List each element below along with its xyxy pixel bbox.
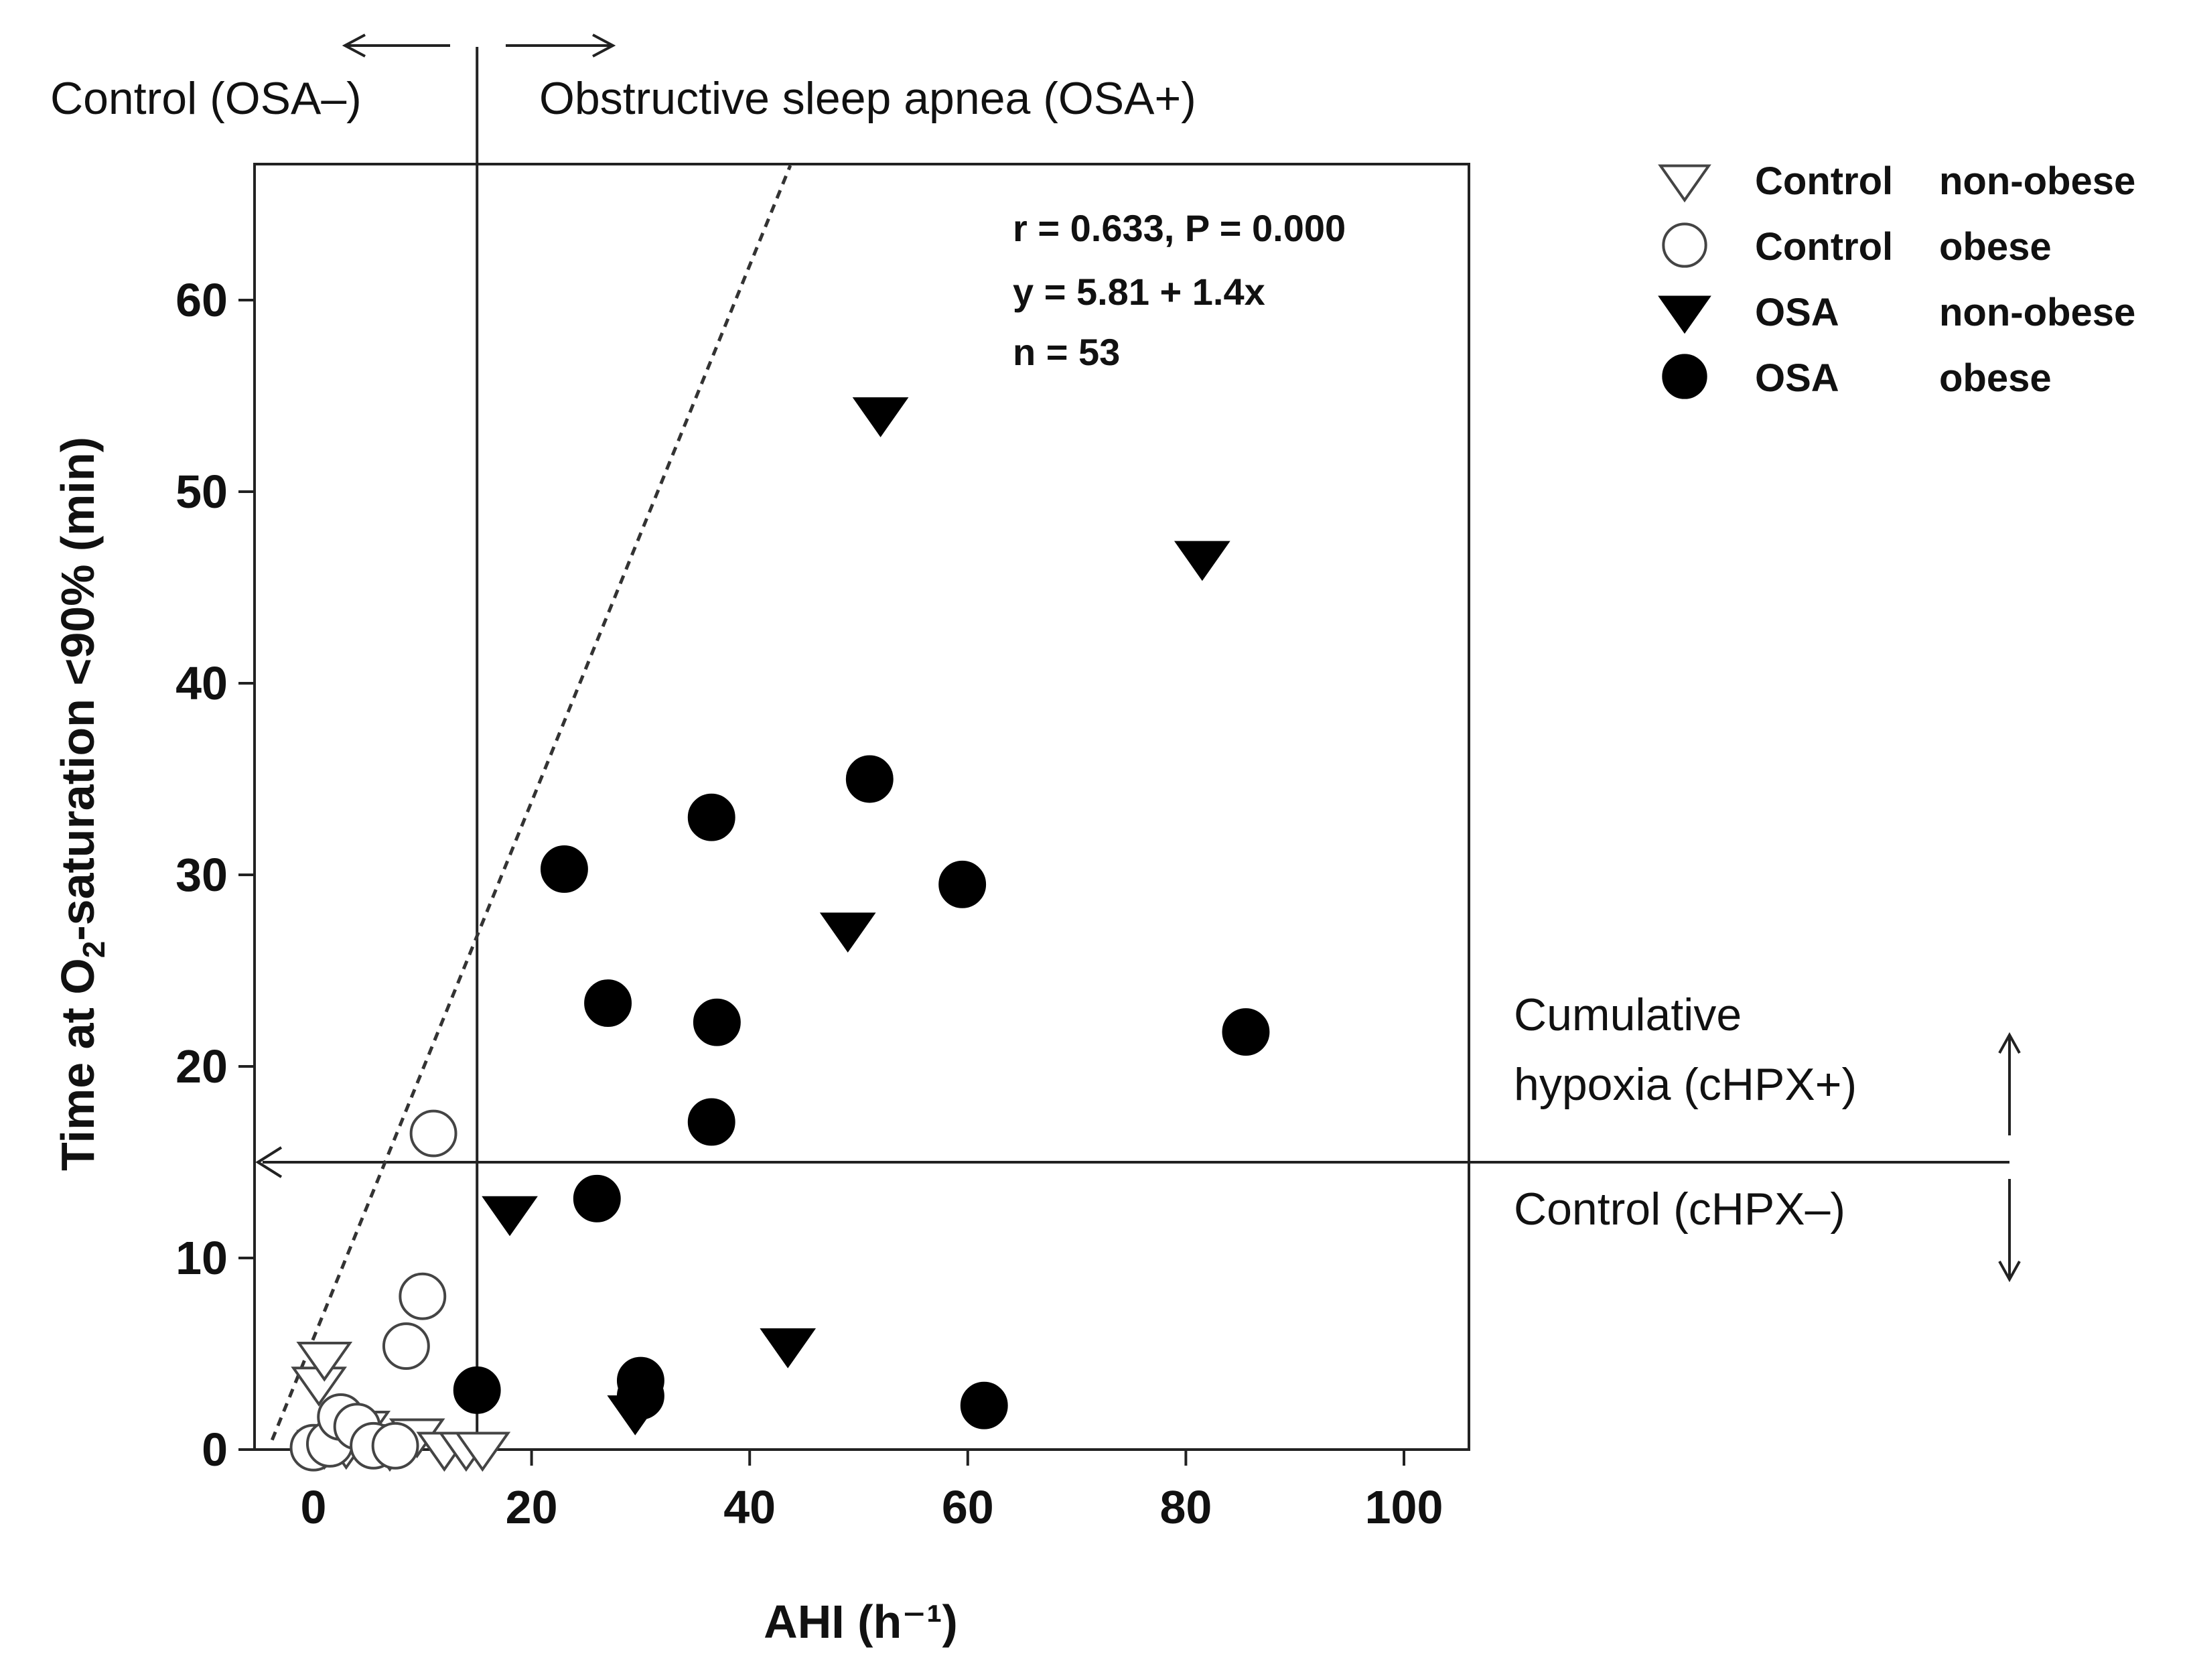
arrow-right-head: [592, 33, 616, 58]
point-osa-obese: [693, 998, 741, 1046]
legend-group-osa-obese: OSA: [1755, 356, 1839, 400]
y-tick-label: 30: [175, 849, 228, 901]
legend-group-osa-non-obese: OSA: [1755, 291, 1839, 334]
point-control-obese: [371, 1421, 419, 1470]
arrow-down-head: [1998, 1261, 2021, 1283]
plot-frame: [253, 163, 1470, 1451]
point-control-obese: [399, 1272, 447, 1320]
point-osa-obese: [573, 1174, 621, 1222]
point-osa-obese: [845, 755, 894, 803]
y-tick-label: 0: [202, 1423, 228, 1476]
legend-marker-osa-non-obese: [1658, 295, 1711, 334]
point-osa-obese: [1222, 1008, 1270, 1056]
y-tick-label: 50: [175, 466, 228, 518]
data-points: [289, 397, 1270, 1472]
point-osa-non-obese: [482, 1196, 538, 1237]
point-osa-obese: [541, 845, 588, 893]
legend-group-control-non-obese: Control: [1755, 159, 1893, 203]
x-tick-label: 100: [1365, 1481, 1443, 1533]
y-tick-label: 60: [175, 274, 228, 326]
region-label-upper-2: hypoxia (cHPX+): [1514, 1059, 1857, 1110]
y-tick-label: 10: [175, 1232, 228, 1284]
x-axis-label: AHI (h⁻¹): [764, 1596, 958, 1648]
stats-line-2: y = 5.81 + 1.4x: [1013, 271, 1265, 313]
point-osa-obese: [687, 793, 735, 841]
point-osa-obese: [616, 1356, 664, 1405]
y-tick-label: 40: [175, 657, 228, 709]
point-control-obese: [382, 1322, 430, 1371]
point-osa-non-obese: [852, 397, 909, 437]
stats-line-3: n = 53: [1013, 331, 1120, 373]
threshold-guides: [255, 33, 2021, 1450]
y-tick-label: 20: [175, 1040, 228, 1093]
x-tick-label: 20: [506, 1481, 558, 1533]
point-osa-obese: [960, 1381, 1008, 1429]
arrow-left-head: [342, 33, 366, 58]
left-arrowhead: [255, 1146, 283, 1178]
legend-marker-control-obese: [1662, 222, 1707, 268]
region-label-upper-1: Cumulative: [1514, 989, 1742, 1040]
region-label-right: Obstructive sleep apnea (OSA+): [539, 73, 1196, 124]
point-osa-non-obese: [760, 1328, 817, 1369]
point-control-non-obese: [454, 1431, 511, 1472]
point-osa-obese: [687, 1098, 735, 1146]
x-tick-label: 60: [942, 1481, 994, 1533]
point-osa-non-obese: [819, 912, 876, 953]
point-control-non-obese: [296, 1342, 353, 1382]
legend-type-osa-non-obese: non-obese: [1939, 291, 2135, 334]
legend-type-control-obese: obese: [1939, 225, 2052, 269]
x-tick-label: 40: [723, 1481, 776, 1533]
legend-marker-control-non-obese: [1658, 164, 1711, 203]
arrow-up-head: [1998, 1032, 2021, 1054]
point-osa-obese: [938, 860, 987, 908]
axis-ticks: 0 20 40 60 80 100 0 10 20 30 40 50 60: [175, 274, 1443, 1533]
legend-group-control-obese: Control: [1755, 225, 1893, 269]
legend-marker-osa-obese: [1662, 354, 1707, 399]
point-osa-obese: [584, 979, 632, 1028]
point-control-obese: [409, 1109, 457, 1158]
point-osa-non-obese: [1174, 541, 1230, 581]
x-tick-label: 80: [1159, 1481, 1212, 1533]
legend-type-control-non-obese: non-obese: [1939, 159, 2135, 203]
x-tick-label: 0: [301, 1481, 327, 1533]
region-label-lower: Control (cHPX–): [1514, 1184, 1845, 1235]
legend-type-osa-obese: obese: [1939, 356, 2052, 400]
point-osa-obese: [453, 1366, 501, 1414]
region-label-left: Control (OSA–): [50, 73, 362, 124]
stats-line-1: r = 0.633, P = 0.000: [1013, 207, 1346, 249]
y-axis-label: Time at O2-saturation <90% (min): [52, 437, 111, 1171]
legend: Control non-obese Control obese OSA non-obese…: [1658, 159, 2135, 400]
regression-line: [270, 165, 792, 1441]
